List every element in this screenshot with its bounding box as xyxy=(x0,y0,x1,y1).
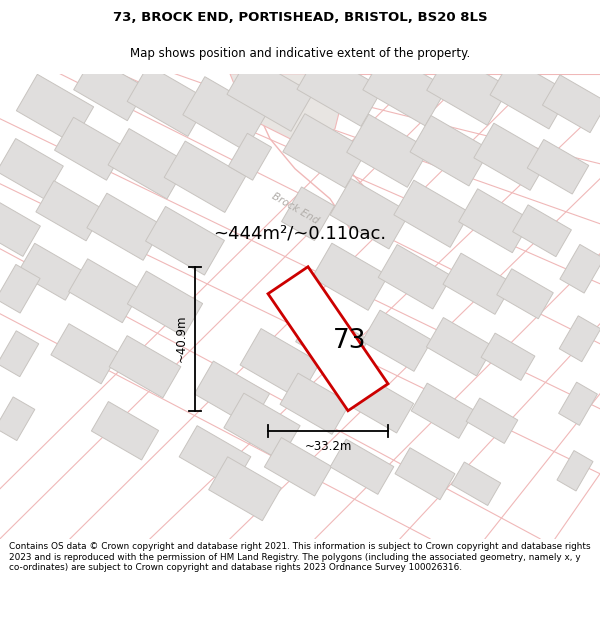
Text: Brock End: Brock End xyxy=(270,191,320,226)
Polygon shape xyxy=(227,56,313,131)
Text: 73: 73 xyxy=(333,328,367,354)
Polygon shape xyxy=(164,141,246,212)
Polygon shape xyxy=(346,374,413,433)
Text: ~33.2m: ~33.2m xyxy=(304,440,352,453)
Polygon shape xyxy=(146,206,224,275)
Polygon shape xyxy=(0,264,40,313)
Polygon shape xyxy=(296,309,368,372)
Polygon shape xyxy=(557,451,593,491)
Polygon shape xyxy=(16,74,94,143)
Polygon shape xyxy=(91,401,158,460)
Polygon shape xyxy=(443,253,513,314)
Polygon shape xyxy=(527,139,589,194)
Polygon shape xyxy=(559,382,598,426)
Polygon shape xyxy=(87,193,163,261)
Polygon shape xyxy=(224,393,300,461)
Polygon shape xyxy=(559,316,600,362)
Text: 73, BROCK END, PORTISHEAD, BRISTOL, BS20 8LS: 73, BROCK END, PORTISHEAD, BRISTOL, BS20… xyxy=(113,11,487,24)
Polygon shape xyxy=(281,187,334,241)
Polygon shape xyxy=(395,448,455,500)
Polygon shape xyxy=(283,114,367,188)
Polygon shape xyxy=(127,65,209,136)
Polygon shape xyxy=(512,205,571,257)
Polygon shape xyxy=(458,189,532,253)
Text: ~40.9m: ~40.9m xyxy=(175,315,187,362)
Polygon shape xyxy=(481,333,535,381)
Polygon shape xyxy=(230,74,340,144)
Polygon shape xyxy=(542,75,600,132)
Polygon shape xyxy=(451,462,500,506)
Polygon shape xyxy=(51,324,119,384)
Polygon shape xyxy=(411,383,475,438)
Polygon shape xyxy=(466,398,518,444)
Polygon shape xyxy=(194,361,269,426)
Polygon shape xyxy=(378,244,452,309)
Polygon shape xyxy=(490,59,570,129)
Polygon shape xyxy=(0,139,64,199)
Polygon shape xyxy=(330,179,410,249)
Polygon shape xyxy=(179,426,251,488)
Polygon shape xyxy=(330,439,394,494)
Polygon shape xyxy=(108,129,188,199)
Polygon shape xyxy=(347,114,430,188)
Polygon shape xyxy=(297,51,383,126)
Text: Contains OS data © Crown copyright and database right 2021. This information is : Contains OS data © Crown copyright and d… xyxy=(9,542,590,572)
Polygon shape xyxy=(55,118,125,180)
Polygon shape xyxy=(280,373,350,434)
Polygon shape xyxy=(394,180,470,248)
Polygon shape xyxy=(68,259,142,322)
Polygon shape xyxy=(312,243,388,311)
Polygon shape xyxy=(363,52,447,126)
Polygon shape xyxy=(127,271,203,336)
Polygon shape xyxy=(17,243,82,300)
Polygon shape xyxy=(240,329,320,399)
Polygon shape xyxy=(109,336,181,398)
Text: ~444m²/~0.110ac.: ~444m²/~0.110ac. xyxy=(214,225,386,242)
Polygon shape xyxy=(427,318,494,376)
Polygon shape xyxy=(362,310,432,371)
Polygon shape xyxy=(0,331,39,377)
Polygon shape xyxy=(209,457,281,521)
Polygon shape xyxy=(497,269,553,319)
Polygon shape xyxy=(0,397,35,441)
Polygon shape xyxy=(427,52,509,125)
Polygon shape xyxy=(74,57,146,121)
Text: Map shows position and indicative extent of the property.: Map shows position and indicative extent… xyxy=(130,48,470,61)
Polygon shape xyxy=(0,201,40,256)
Polygon shape xyxy=(268,267,388,411)
Polygon shape xyxy=(410,116,490,186)
Polygon shape xyxy=(474,123,550,191)
Polygon shape xyxy=(560,244,600,293)
Polygon shape xyxy=(183,77,267,151)
Polygon shape xyxy=(36,181,104,241)
Polygon shape xyxy=(229,133,272,180)
Polygon shape xyxy=(265,438,332,496)
